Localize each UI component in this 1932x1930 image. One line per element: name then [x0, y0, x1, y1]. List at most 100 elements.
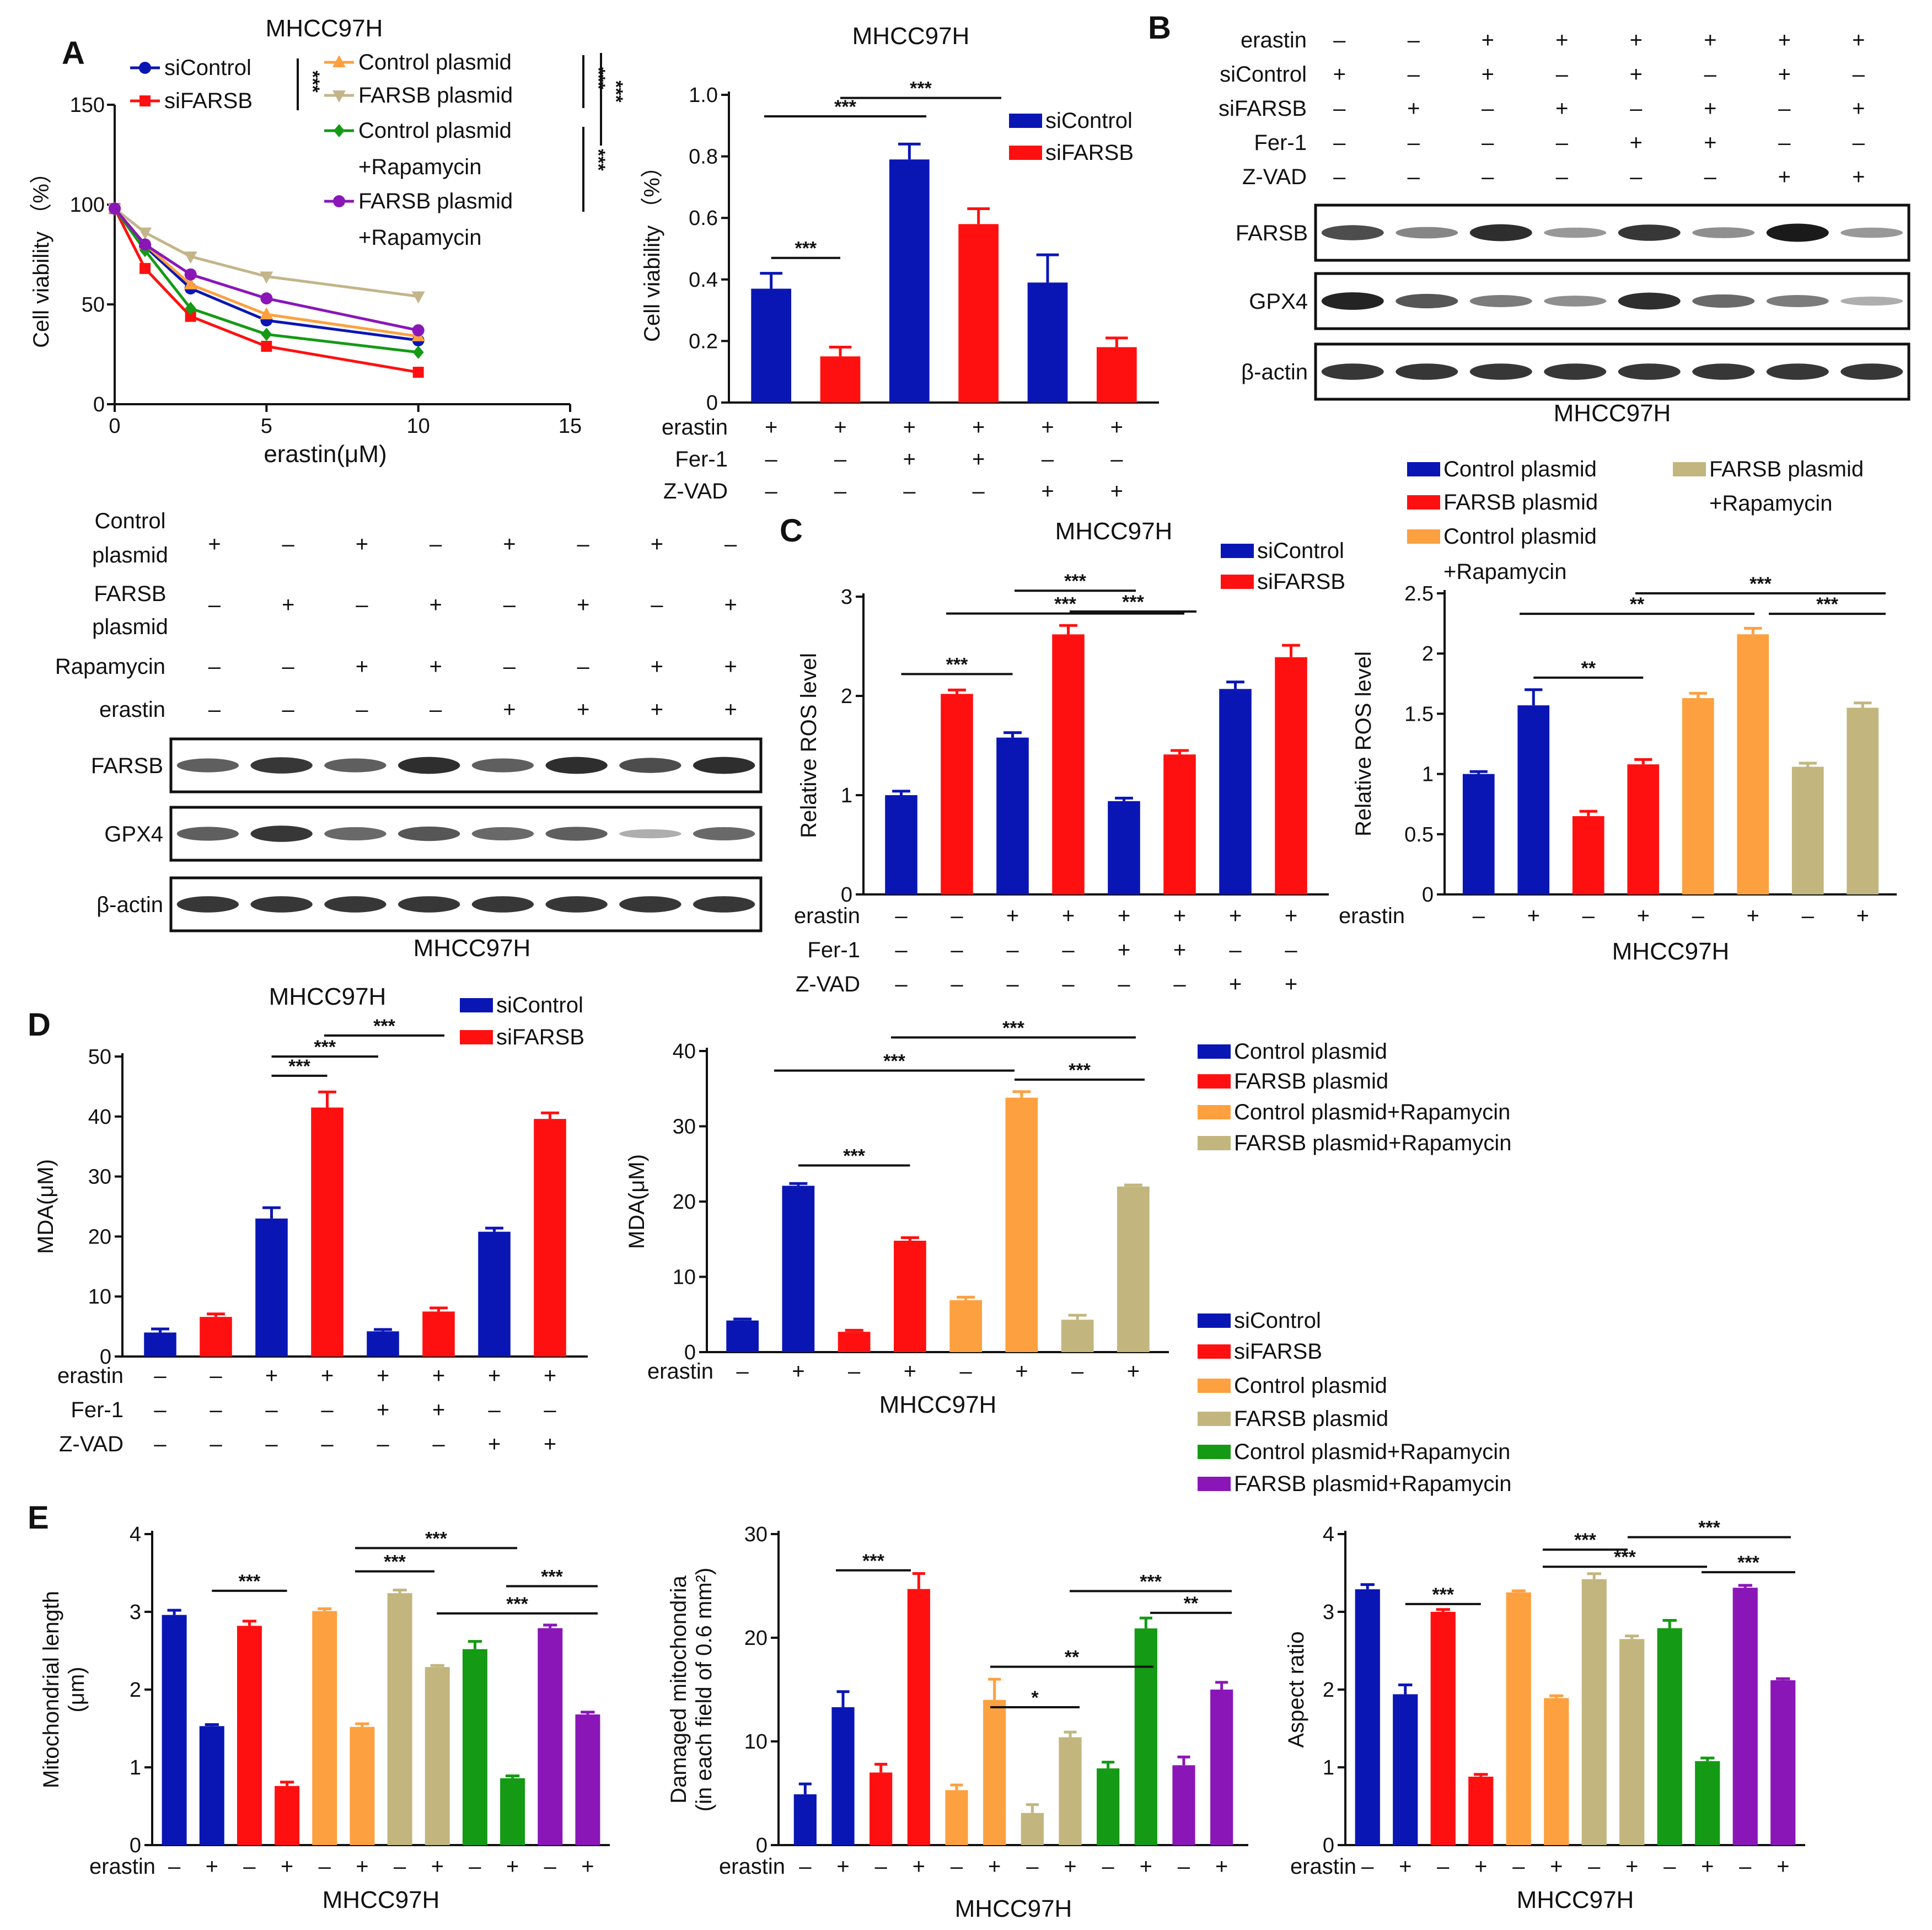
legend-control-rapa-label2: +Rapamycin [358, 155, 481, 179]
bar [820, 356, 861, 403]
treatment-sign: – [1408, 62, 1420, 87]
treatment-sign: + [1110, 479, 1123, 503]
treatment-sign: – [321, 1398, 334, 1422]
treatment-sign: + [1852, 96, 1865, 121]
y-tick-label: 0.6 [689, 207, 718, 230]
point [139, 95, 151, 106]
y-axis-label: Relative ROS level [797, 653, 821, 838]
treatment-sign: + [1173, 938, 1186, 962]
point [261, 328, 272, 341]
treatment-sign: + [1778, 62, 1791, 87]
x-axis-label: MHCC97H [1612, 938, 1730, 965]
blot-band [1469, 295, 1532, 307]
significance-label: *** [425, 1528, 447, 1549]
point [332, 90, 346, 103]
legend-sifarsb-swatch [1009, 146, 1042, 160]
treatment-label: erastin [1290, 1854, 1356, 1879]
treatment-sign: – [210, 1432, 222, 1456]
treatment-sign: – [765, 479, 778, 503]
blot-band [1544, 363, 1607, 380]
treatment-sign: + [206, 1854, 218, 1879]
significance-label: *** [795, 238, 817, 259]
treatment-sign: + [1110, 415, 1123, 439]
legend-e-control-rapa-swatch [1198, 1445, 1231, 1459]
bar [200, 1317, 232, 1357]
treatment-sign: – [1333, 96, 1346, 121]
treatment-sign: + [544, 1364, 556, 1388]
cell-line-label: MHCC97H [414, 935, 531, 962]
significance-label: *** [843, 1145, 865, 1166]
legend-e-sicontrol-label: siControl [1234, 1309, 1321, 1333]
treatment-sign: – [1408, 28, 1420, 52]
bar [793, 1794, 817, 1845]
y-axis-label: Relative ROS level [1351, 651, 1376, 837]
y-tick-label: 3 [1323, 1601, 1334, 1624]
blot-band [619, 896, 681, 913]
legend-e-control-plasmid-swatch [1198, 1379, 1231, 1393]
x-axis-label: MHCC97H [955, 1895, 1072, 1922]
bar [199, 1726, 224, 1845]
treatment-sign: + [432, 1398, 445, 1422]
blot-band [1766, 363, 1829, 380]
bar [870, 1772, 893, 1845]
blot-band [1321, 363, 1384, 380]
treatment-sign: – [951, 1854, 963, 1879]
blot-band [619, 829, 681, 839]
point [185, 302, 196, 315]
legend-sicontrol-swatch [1221, 544, 1254, 558]
blot-band [545, 827, 608, 841]
blot-band [1618, 224, 1681, 241]
y-tick-label: 50 [88, 1046, 111, 1069]
treatment-sign: – [1042, 447, 1054, 471]
treatment-sign: + [1555, 28, 1568, 52]
treatment-label: erastin [719, 1854, 785, 1879]
y-tick-label: 3 [130, 1601, 141, 1624]
bar [367, 1331, 399, 1357]
legend-e-sifarsb-swatch [1198, 1344, 1231, 1359]
y-axis-label: (in each field of 0.6 mm²) [692, 1568, 716, 1811]
treatment-sign: + [1333, 62, 1346, 87]
treatment-sign: – [651, 593, 663, 617]
legend-sicontrol-label: siControl [1257, 539, 1344, 563]
blot-band [471, 896, 534, 913]
y-tick-label: 40 [673, 1040, 696, 1063]
treatment-sign: + [1127, 1359, 1140, 1384]
treatment-sign: – [724, 532, 737, 556]
y-axis-label: Damaged mitochondria [667, 1575, 691, 1803]
bar [1163, 754, 1196, 894]
treatment-sign: + [1704, 131, 1716, 155]
blot-band [693, 827, 755, 841]
treatment-sign: + [1399, 1854, 1412, 1879]
bar [387, 1593, 412, 1845]
blot-band [1618, 292, 1681, 310]
y-tick-label: 10 [88, 1285, 111, 1309]
y-tick-label: 0.5 [1404, 823, 1434, 846]
y-tick-label: 2 [1422, 642, 1434, 666]
treatment-sign: + [1062, 904, 1075, 928]
treatment-sign: – [875, 1854, 888, 1879]
bar [782, 1186, 815, 1352]
legend-sifarsb-swatch [1221, 575, 1254, 589]
series-line [109, 202, 425, 337]
treatment-sign: – [1333, 131, 1346, 155]
treatment-sign: – [799, 1854, 812, 1879]
legend-e-farsb-plasmid-label: FARSB plasmid [1234, 1407, 1388, 1431]
y-axis-label: (μm) [65, 1666, 89, 1712]
bar [726, 1320, 759, 1352]
legend-control-rapa-label: Control plasmid+Rapamycin [1234, 1100, 1510, 1124]
treatment-label: erastin [57, 1364, 124, 1388]
treatment-sign: + [356, 1854, 368, 1879]
bar [1430, 1612, 1456, 1845]
treatment-sign: – [765, 447, 778, 471]
bar [983, 1700, 1006, 1845]
treatment-sign: – [1361, 1854, 1374, 1879]
treatment-sign: – [265, 1398, 278, 1422]
treatment-sign: – [377, 1432, 389, 1456]
legend-e-farsb-plasmid-swatch [1198, 1412, 1231, 1426]
treatment-sign: + [1229, 904, 1242, 928]
treatment-sign: – [1692, 904, 1705, 928]
y-tick-label: 50 [82, 293, 105, 317]
blot-band [324, 827, 387, 841]
bar [945, 1790, 968, 1845]
bar [958, 224, 999, 403]
